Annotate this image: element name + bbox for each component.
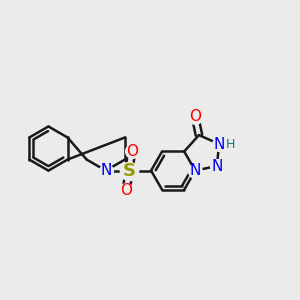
Text: N: N — [213, 136, 225, 152]
Text: O: O — [189, 109, 201, 124]
Text: N: N — [211, 158, 223, 173]
Text: S: S — [122, 162, 136, 180]
Text: S: S — [122, 162, 136, 180]
Text: H: H — [226, 138, 235, 151]
Text: O: O — [126, 144, 138, 159]
Text: N: N — [190, 163, 201, 178]
Text: N: N — [100, 163, 112, 178]
Text: O: O — [120, 182, 132, 197]
Text: N: N — [100, 163, 112, 178]
